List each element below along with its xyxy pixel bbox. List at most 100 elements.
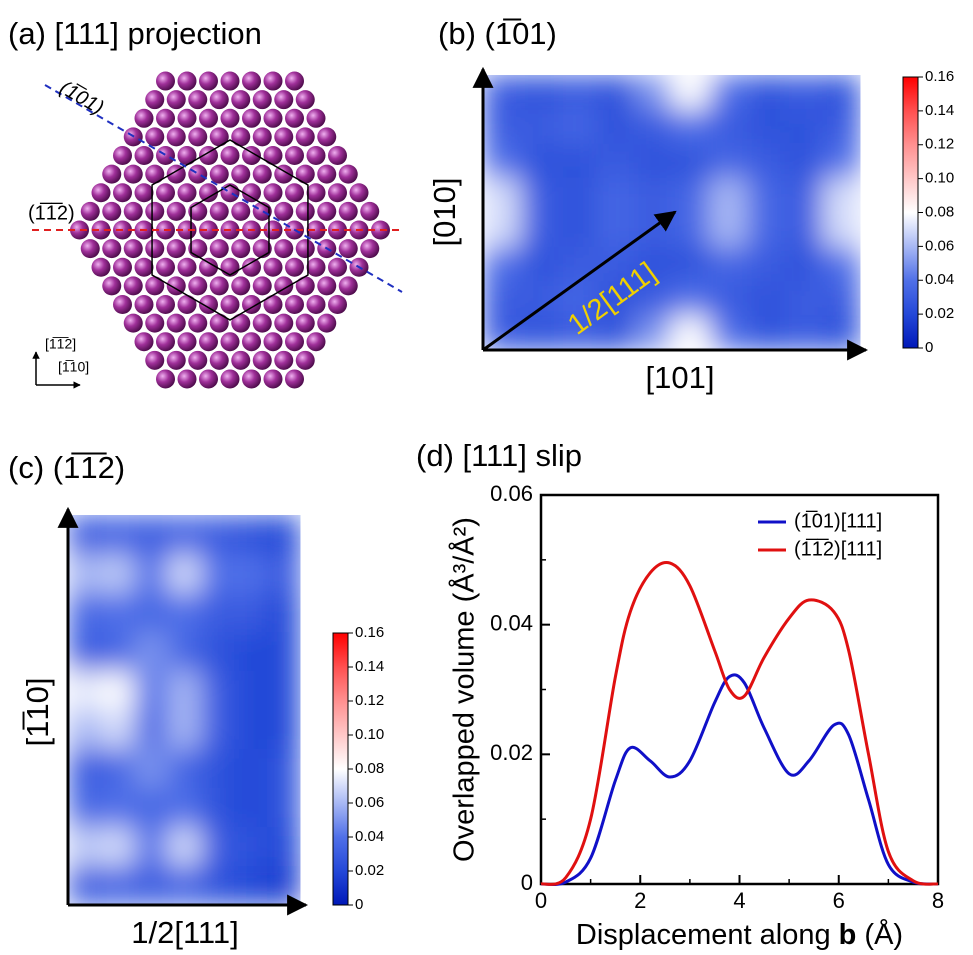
x-axis-label-part: (Å) <box>856 918 903 951</box>
atom <box>156 258 175 277</box>
atom <box>167 202 186 221</box>
atom <box>124 165 143 184</box>
heatmap-cell <box>521 144 559 179</box>
heatmap-cell <box>101 554 135 594</box>
heatmap-cell <box>68 632 102 672</box>
heatmap-cell <box>672 247 710 282</box>
heatmap-cell <box>709 144 747 179</box>
y-tick-label: 0 <box>521 870 533 895</box>
atom <box>339 239 358 258</box>
atom <box>113 146 132 165</box>
panel-title: (b) (1̅01) <box>438 16 557 51</box>
heatmap-cell <box>134 632 168 672</box>
atom <box>92 258 111 277</box>
x-tick-label: 6 <box>833 888 845 913</box>
atom <box>188 165 207 184</box>
heatmap-cell <box>68 788 102 828</box>
heatmap-cell <box>521 316 559 351</box>
heatmap-cell <box>483 281 521 316</box>
heatmap-cell <box>201 593 235 633</box>
heatmap-cell <box>167 632 201 672</box>
atom <box>156 183 175 202</box>
heatmap-cell <box>167 710 201 750</box>
colorbar-tick-label: 0.08 <box>925 203 954 220</box>
atom <box>264 295 283 314</box>
atom <box>135 109 154 128</box>
atom <box>328 295 347 314</box>
atom <box>264 369 283 388</box>
atom <box>296 127 315 146</box>
atom <box>221 109 240 128</box>
colorbar-tick-label: 0.12 <box>355 692 384 709</box>
heatmap-cell <box>709 178 747 213</box>
panel-a: (a) [111] projection (1̅01) (1̅1̅2) [1̅1… <box>8 16 402 388</box>
atom <box>328 258 347 277</box>
heatmap-cell <box>267 710 301 750</box>
heatmap-cell <box>672 316 710 351</box>
x-axis-label: Displacement along b (Å) <box>576 918 903 951</box>
atom <box>178 332 197 351</box>
heatmap-cell <box>234 827 268 867</box>
heatmap-cell <box>201 827 235 867</box>
atom <box>231 314 250 333</box>
atom <box>81 202 100 221</box>
atom <box>296 202 315 221</box>
atom <box>167 239 186 258</box>
atom <box>264 72 283 91</box>
heatmap-cell <box>134 515 168 555</box>
heatmap-cell <box>267 866 301 906</box>
atom <box>210 351 229 370</box>
atom <box>210 239 229 258</box>
atom <box>188 351 207 370</box>
heatmap-cell <box>785 144 823 179</box>
heatmap-cell <box>201 671 235 711</box>
heatmap-cell <box>267 827 301 867</box>
heatmap-cell <box>234 749 268 789</box>
heatmap-cell <box>785 75 823 110</box>
atom <box>124 276 143 295</box>
atom <box>296 90 315 109</box>
atom <box>285 109 304 128</box>
atom <box>167 127 186 146</box>
atom <box>156 332 175 351</box>
heatmap-cell <box>558 109 596 144</box>
atom <box>264 258 283 277</box>
atom <box>167 90 186 109</box>
heatmap-cell <box>267 788 301 828</box>
heatmap-cell <box>267 632 301 672</box>
atom <box>285 146 304 165</box>
heatmap-cell <box>234 632 268 672</box>
heatmap-cell <box>521 213 559 248</box>
atom <box>188 314 207 333</box>
heatmap-cell <box>167 554 201 594</box>
atom <box>178 369 197 388</box>
heatmap-cell <box>201 632 235 672</box>
atom <box>221 146 240 165</box>
atom <box>102 276 121 295</box>
atom <box>307 258 326 277</box>
heatmap-cell <box>101 593 135 633</box>
heatmap-cell <box>134 866 168 906</box>
heatmap-cell <box>201 710 235 750</box>
heatmap-cell <box>267 554 301 594</box>
heatmap-cell <box>201 749 235 789</box>
heatmap-cell <box>634 75 672 110</box>
atom <box>221 332 240 351</box>
heatmap-cell <box>101 632 135 672</box>
heatmap-cell <box>68 866 102 906</box>
chart: (c) (1̅1̅2)1/2[111][1̅10]00.020.040.060.… <box>8 450 384 950</box>
heatmap-cell <box>68 749 102 789</box>
atom <box>145 351 164 370</box>
atom <box>188 127 207 146</box>
panel-title: (c) (1̅1̅2) <box>8 450 125 485</box>
heatmap-cell <box>709 316 747 351</box>
heatmap-cell <box>201 554 235 594</box>
atom <box>210 90 229 109</box>
heatmap-cell <box>234 710 268 750</box>
heatmap-cell <box>521 178 559 213</box>
heatmap-cell <box>68 515 102 555</box>
atom <box>296 276 315 295</box>
heatmap-cell <box>822 75 860 110</box>
colorbar-tick-label: 0.02 <box>355 862 384 879</box>
atom <box>360 202 379 221</box>
